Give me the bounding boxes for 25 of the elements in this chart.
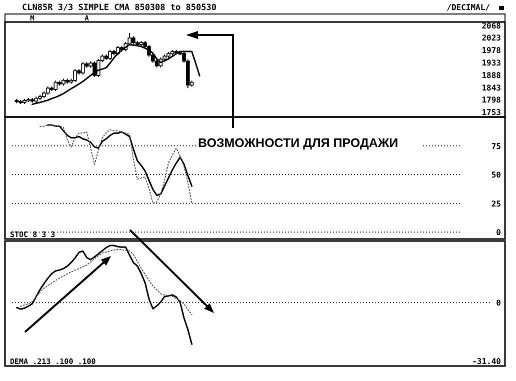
y-tick-label: 75 bbox=[491, 142, 502, 151]
y-tick-label: 0 bbox=[496, 228, 502, 238]
y-tick-label: 2023 bbox=[482, 34, 502, 43]
candlestick bbox=[92, 60, 96, 78]
candlestick bbox=[80, 62, 85, 76]
y-tick-label: 1798 bbox=[482, 96, 502, 105]
y-tick-label: 0 bbox=[496, 298, 502, 308]
y-tick-label: 1753 bbox=[482, 108, 502, 118]
candlestick bbox=[73, 68, 77, 83]
line-series bbox=[16, 244, 193, 345]
y-tick-label: 1978 bbox=[482, 46, 502, 56]
line-series bbox=[20, 248, 192, 316]
text: /DECIMAL/ bbox=[446, 3, 490, 12]
y-tick-label: 1888 bbox=[482, 70, 502, 80]
y-tick-label: 1843 bbox=[482, 83, 502, 92]
candlestick bbox=[96, 58, 100, 78]
y-tick-label: 50 bbox=[491, 170, 502, 180]
y-tick-label: 25 bbox=[491, 199, 502, 208]
y-tick-label: 1933 bbox=[482, 58, 502, 68]
candlestick bbox=[54, 80, 58, 92]
y-tick-label: 2068 bbox=[482, 21, 502, 30]
chart-title: CLN85R 3/3 SIMPLE CMA 850308 to 850530 bbox=[22, 3, 216, 13]
candlestick bbox=[108, 49, 112, 60]
y-tick-label: -31.40 bbox=[472, 357, 502, 366]
annotation: ВОЗМОЖНОСТИ ДЛЯ ПРОДАЖИ bbox=[198, 136, 398, 150]
